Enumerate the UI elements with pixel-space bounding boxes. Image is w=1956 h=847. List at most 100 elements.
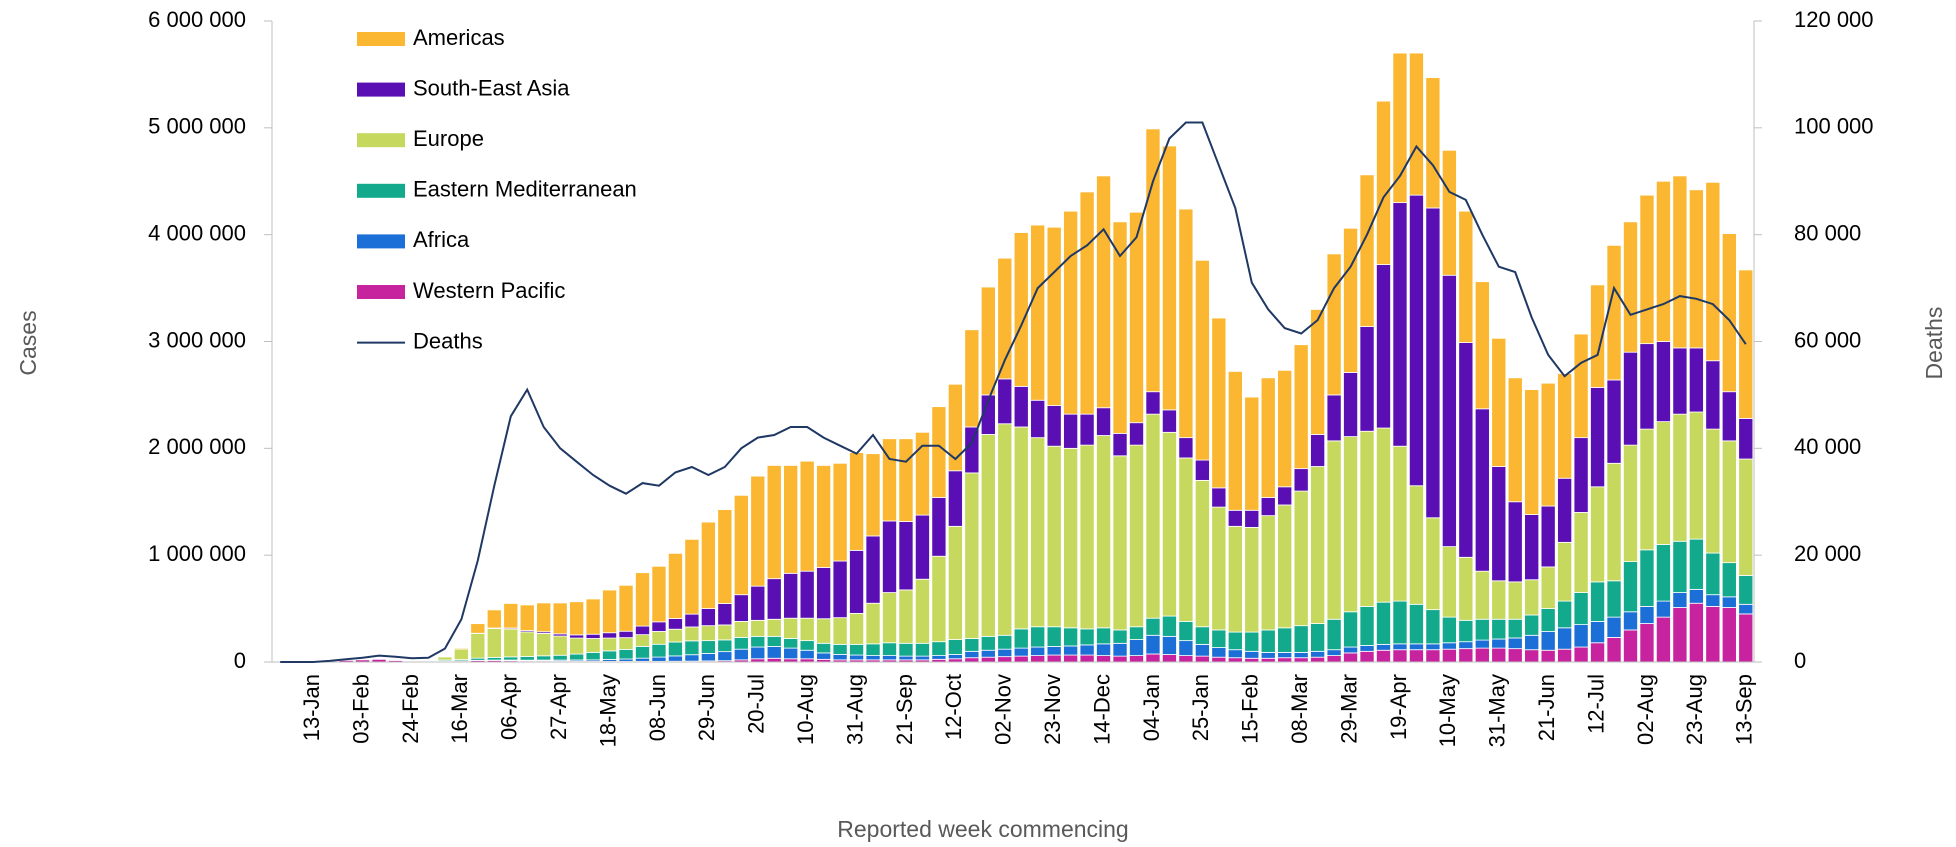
bar-segment [766,635,782,647]
bar-segment [1277,486,1293,506]
bar-segment [799,460,815,572]
bar-segment [1244,509,1260,528]
x-tick-label: 29-Jun [694,674,719,741]
bar-segment [684,613,700,628]
bar-segment [602,637,618,652]
bar-segment [1227,657,1243,663]
bar-segment [997,378,1013,425]
bar-segment [1046,226,1062,407]
bar-segment [1655,341,1671,423]
bar-segment [602,632,618,639]
bar-segment [783,465,799,574]
bar-segment [1260,629,1276,653]
bar-segment [832,643,848,655]
bar-segment [1672,592,1688,608]
bar-segment [552,635,568,656]
bar-segment [1326,394,1342,442]
bar-segment [667,628,683,643]
bar-segment [1359,430,1375,607]
bar-segment [1623,629,1638,663]
y2-tick-label: 120 000 [1794,7,1874,32]
bar-segment [1623,611,1638,631]
bar-segment [1590,621,1606,644]
bar-segment [1030,626,1046,648]
bar-segment [1161,635,1177,655]
bar-segment [1013,647,1029,657]
bar-segment [1376,649,1391,663]
bar-segment [1639,194,1655,345]
bar-segment [1013,655,1029,663]
bar-segment [1705,428,1721,554]
bar-segment [1046,654,1062,663]
bar-segment [1063,447,1079,629]
bar-segment [849,549,865,614]
bar-segment [635,646,650,659]
bar-segment [1359,606,1375,646]
bar-segment [1738,418,1754,460]
bar-segment [1474,618,1490,641]
bar-segment [519,631,535,657]
bar-segment [1606,637,1622,663]
bar-segment [816,618,832,644]
bar-segment [1079,644,1095,656]
bar-segment [1606,244,1622,381]
bar-segment [849,643,865,656]
bar-segment [849,612,865,645]
bar-segment [1359,650,1375,663]
y-tick-label: 0 [234,648,246,673]
bar-segment [552,602,568,635]
bar-segment [914,642,930,657]
bar-segment [1227,649,1243,659]
bar-segment [1474,570,1490,620]
bar-segment [1310,656,1326,663]
x-tick-label: 31-Aug [842,674,867,745]
bar-segment [865,535,881,604]
bar-segment [1227,371,1243,511]
bar-segment [1244,657,1260,663]
bar-segment [1458,210,1474,343]
bar-segment [1161,654,1177,663]
bar-segment [931,406,947,498]
bar-segment [1606,379,1622,464]
bar-segment [1721,233,1737,393]
bar-segment [1310,466,1326,624]
bar-segment [700,521,716,609]
bar-segment [503,628,519,658]
bar-segment [1211,656,1227,663]
bar-segment [750,585,766,621]
bar-segment [1623,444,1638,562]
bar-segment [1112,629,1128,644]
bar-segment [536,655,552,661]
bar-segment [1540,382,1556,507]
bar-segment [585,651,601,661]
bar-segment [1244,631,1260,652]
bar-segment [1573,646,1589,663]
bar-segment [766,618,782,637]
bar-segment [635,657,650,662]
bar-segment [1408,603,1424,645]
bar-segment [931,655,947,660]
bar-segment [1359,326,1375,432]
bar-segment [1376,643,1391,651]
bar-segment [783,647,799,660]
bar-segment [1474,408,1490,572]
bar-segment [766,657,782,663]
bar-segment [1063,413,1079,449]
bar-segment [470,633,486,659]
bar-segment [931,497,947,557]
bar-segment [1063,645,1079,656]
bar-segment [1343,436,1359,613]
bar-segment [1590,486,1606,583]
bar-segment [1738,458,1754,576]
bar-segment [1557,627,1573,650]
bar-segment [1178,655,1194,663]
bar-segment [1096,175,1112,409]
legend-swatch [357,285,405,299]
bar-segment [783,572,799,619]
x-tick-label: 18-May [595,674,620,747]
bar-segment [865,655,881,661]
bar-segment [1392,202,1408,447]
bar-segment [1277,657,1293,663]
bar-segment [717,651,733,662]
legend-swatch [357,32,405,46]
